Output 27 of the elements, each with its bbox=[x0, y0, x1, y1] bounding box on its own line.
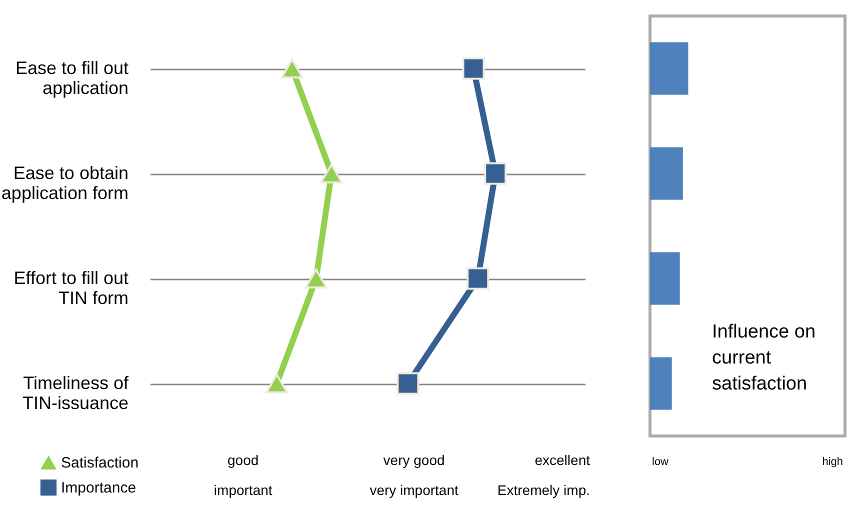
text: good bbox=[228, 452, 259, 468]
legend-label: Importance bbox=[61, 480, 136, 496]
text: Influence on current satisfaction bbox=[712, 322, 816, 395]
bar bbox=[650, 357, 672, 410]
y-tick-label: Ease to obtain application form bbox=[1, 163, 128, 203]
legend-label: Satisfaction bbox=[61, 454, 139, 472]
text: low bbox=[652, 456, 669, 468]
bar bbox=[650, 252, 680, 305]
y-tick-label: Timeliness of TIN-issuance bbox=[22, 373, 130, 413]
y-tick-label: Effort to fill out TIN form bbox=[14, 268, 128, 308]
point bbox=[304, 268, 328, 288]
point bbox=[266, 374, 288, 394]
text: very good bbox=[383, 452, 445, 468]
text: important bbox=[214, 482, 272, 498]
point bbox=[466, 267, 490, 290]
text: very important bbox=[370, 482, 458, 498]
y-tick-label: Ease to fill out application bbox=[15, 58, 128, 98]
bar bbox=[650, 42, 688, 95]
point bbox=[462, 57, 485, 80]
point bbox=[280, 58, 304, 78]
text: excellent bbox=[534, 452, 590, 468]
point bbox=[484, 162, 507, 185]
point bbox=[320, 164, 343, 184]
text: Extremely imp. bbox=[497, 482, 590, 498]
point bbox=[396, 372, 420, 395]
bar bbox=[650, 147, 683, 200]
text: high bbox=[822, 456, 843, 468]
